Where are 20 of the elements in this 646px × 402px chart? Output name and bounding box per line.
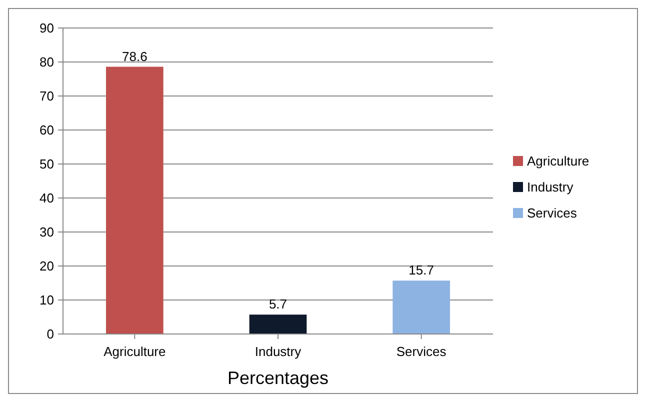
x-tick-label: Services: [396, 344, 447, 359]
y-tick-label: 60: [40, 122, 54, 138]
y-tick-label: 90: [40, 20, 54, 36]
legend-label: Industry: [527, 180, 574, 195]
y-tick-label: 80: [40, 54, 54, 70]
y-tick-label: 0: [46, 326, 54, 342]
x-tick-label: Agriculture: [104, 344, 166, 359]
y-tick-label: 70: [40, 88, 54, 104]
y-tick-label: 40: [40, 190, 54, 206]
legend-label: Agriculture: [527, 154, 590, 169]
x-tick-label: Industry: [254, 344, 302, 359]
data-label: 15.7: [408, 262, 434, 278]
y-tick-label: 20: [40, 258, 54, 274]
data-label: 5.7: [268, 296, 288, 312]
y-tick-label: 50: [40, 156, 54, 172]
data-label: 78.6: [122, 48, 148, 64]
y-tick-label: 30: [40, 224, 54, 240]
y-tick-label: 10: [40, 292, 54, 308]
legend-label: Services: [527, 206, 578, 221]
x-axis-title: Percentages: [227, 368, 329, 388]
